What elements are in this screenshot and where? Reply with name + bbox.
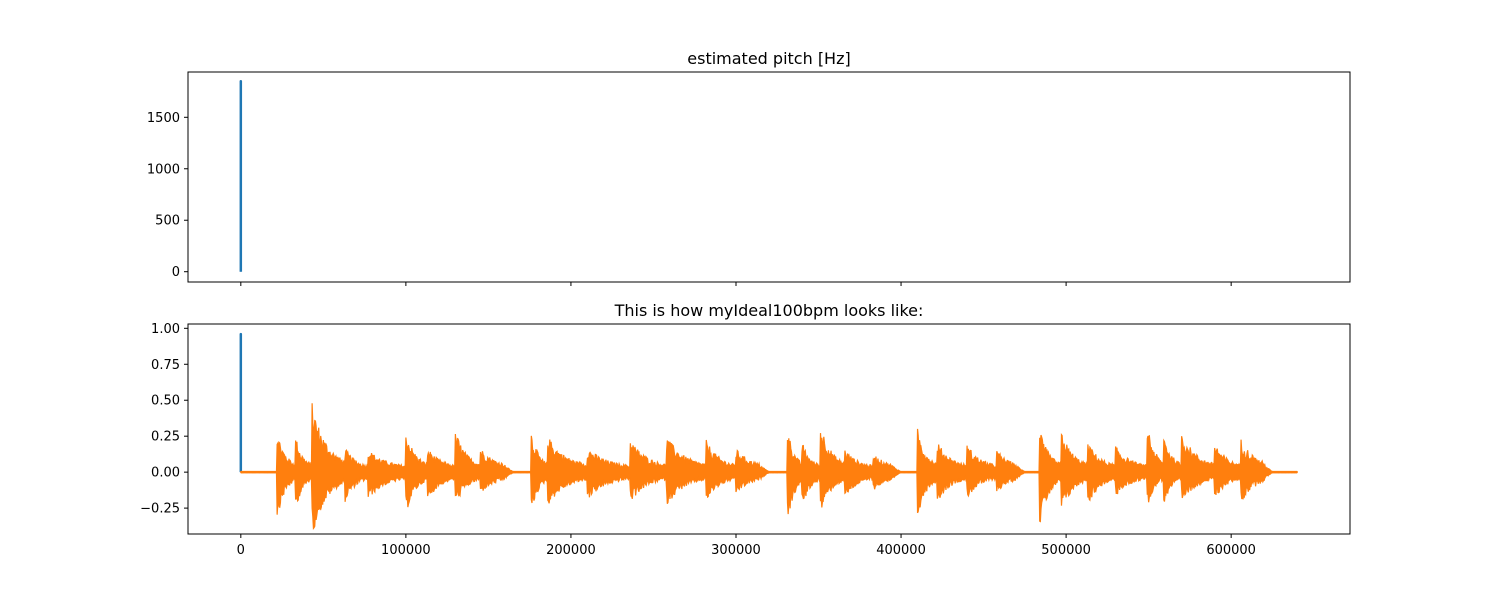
- pitch-axes-frame: [187, 71, 1351, 283]
- waveform-axis-ticks: −0.25 0.00 0.25 0.50 0.75 1.00 0 100000 200000 30…: [140, 322, 1256, 558]
- waveform-ytick-label: −0.25: [140, 502, 180, 517]
- pitch-ytick-label: 1000: [147, 162, 180, 177]
- pitch-chart-title: estimated pitch [Hz]: [687, 49, 850, 68]
- pitch-axis-ticks: 0 500 1000 1500: [147, 111, 1232, 286]
- waveform-xtick-label: 400000: [876, 543, 926, 558]
- waveform-ytick-label: 0.50: [151, 394, 180, 409]
- waveform-ytick-label: 0.75: [151, 358, 180, 373]
- waveform-xtick-label: 600000: [1206, 543, 1256, 558]
- waveform-xtick-label: 0: [237, 543, 245, 558]
- waveform-xtick-label: 300000: [711, 543, 761, 558]
- pitch-ytick-label: 1500: [147, 111, 180, 126]
- pitch-ytick-label: 500: [155, 214, 180, 229]
- pitch-ytick-label: 0: [172, 265, 180, 280]
- waveform-xtick-label: 500000: [1041, 543, 1091, 558]
- waveform-chart-title: This is how myIdeal100bpm looks like:: [614, 301, 924, 320]
- waveform-ytick-label: 1.00: [151, 322, 180, 337]
- waveform-axes: This is how myIdeal100bpm looks like: −0…: [140, 301, 1351, 558]
- pitch-axes: estimated pitch [Hz] 0 500 1000 1500: [147, 49, 1351, 286]
- waveform-xtick-label: 100000: [381, 543, 431, 558]
- waveform-xtick-label: 200000: [546, 543, 596, 558]
- waveform-plot-area: [239, 332, 1298, 530]
- waveform-axes-frame: [187, 323, 1351, 535]
- waveform-ytick-label: 0.25: [151, 430, 180, 445]
- waveform-ytick-label: 0.00: [151, 466, 180, 481]
